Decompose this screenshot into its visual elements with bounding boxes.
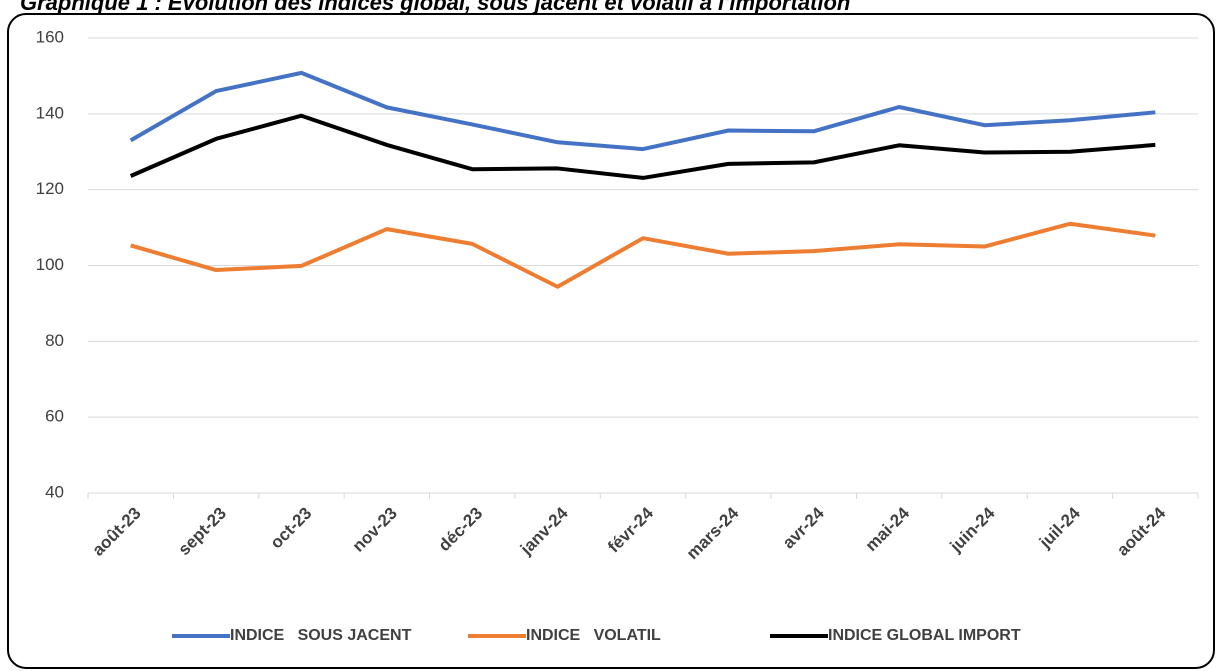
y-tick-label: 160 xyxy=(36,27,64,46)
series-line xyxy=(129,113,1156,180)
y-tick-label: 100 xyxy=(36,255,64,274)
chart-title: Graphique 1 : Evolution des indices glob… xyxy=(20,0,850,15)
y-tick-label: 140 xyxy=(36,103,64,122)
series-line xyxy=(130,221,1156,289)
y-tick-label: 80 xyxy=(45,331,64,350)
legend-label: INDICE VOLATIL xyxy=(526,627,661,644)
y-tick-label: 40 xyxy=(45,482,64,501)
legend-label: INDICE SOUS JACENT xyxy=(230,627,412,644)
y-tick-label: 60 xyxy=(45,407,64,426)
y-tick-label: 120 xyxy=(36,179,64,198)
series-line xyxy=(129,70,1156,152)
title-background xyxy=(14,0,1164,12)
legend-label: INDICE GLOBAL IMPORT xyxy=(828,627,1021,644)
